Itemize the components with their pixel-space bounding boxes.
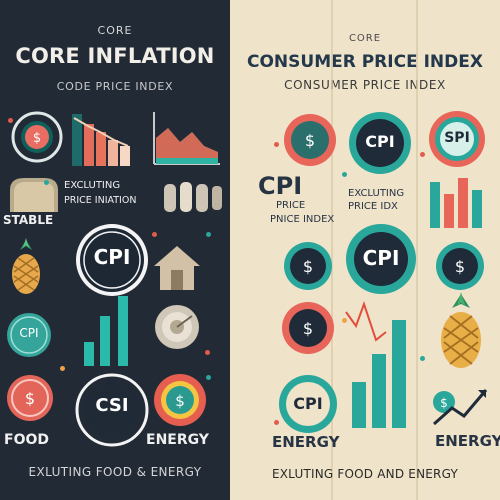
left-stable-label: STABLE	[3, 213, 54, 227]
column-divider	[331, 0, 333, 500]
right-cpi-top-badge	[349, 112, 411, 174]
right-trend-arrow-icon: $	[433, 389, 488, 426]
column-divider	[416, 0, 418, 500]
left-cpi-circle-2	[7, 313, 51, 357]
accent-dot	[152, 232, 157, 237]
right-bar-chart-icon	[430, 178, 482, 228]
right-excluding-line-2: PRICE IDX	[348, 201, 398, 212]
right-energy-left-label: ENERGY	[272, 433, 340, 451]
right-dollar-red-icon: $	[282, 302, 334, 354]
right-cpi-bottom-badge	[279, 375, 337, 433]
right-pineapple-icon	[441, 292, 481, 368]
svg-text:$: $	[33, 131, 41, 146]
svg-text:$: $	[455, 257, 465, 276]
bread-loaf-icon	[10, 178, 58, 212]
svg-text:$: $	[305, 131, 315, 150]
left-food-label: FOOD	[4, 432, 49, 448]
area-chart-icon	[153, 112, 220, 165]
accent-dot	[274, 142, 279, 147]
svg-text:$: $	[303, 319, 313, 338]
dollar-red-circle-icon: $	[7, 375, 53, 421]
accent-dot	[342, 172, 347, 177]
right-pnice-line-1: PRICE	[276, 200, 306, 211]
right-cpi-medium-badge	[346, 224, 416, 294]
accent-dot	[44, 180, 49, 185]
accent-dot	[420, 152, 425, 157]
left-excluding-line-2: PRICE INIATION	[64, 195, 137, 206]
declining-bars-icon	[72, 114, 130, 166]
right-footer: EXLUTING FOOD AND ENERGY	[271, 467, 459, 481]
right-kicker: CORE	[348, 33, 382, 44]
pineapple-icon	[12, 238, 40, 294]
dollar-medal-icon: $	[154, 374, 206, 426]
coin-stack-icon	[164, 182, 222, 212]
accent-dot	[206, 232, 211, 237]
house-icon	[154, 246, 200, 290]
right-excluding-line-1: EXCLUTING	[348, 188, 405, 199]
left-cpi-small-text: CPI	[19, 326, 39, 340]
spi-badge	[429, 111, 485, 167]
dollar-badge-icon: $	[11, 111, 63, 163]
svg-text:$: $	[175, 392, 185, 410]
svg-text:$: $	[303, 257, 313, 276]
accent-dot	[206, 375, 211, 380]
left-cpi-large-text: CPI	[93, 245, 131, 269]
left-energy-label: ENERGY	[146, 432, 209, 448]
left-csi-text: CSI	[95, 395, 129, 416]
right-dollar-teal-icon: $	[284, 242, 332, 290]
svg-text:$: $	[25, 389, 35, 408]
right-dollar-teal-icon-2: $	[436, 242, 484, 290]
right-cpi-top-text: CPI	[365, 132, 395, 151]
left-title: CORE INFLATION	[15, 44, 215, 68]
right-spi-text: SPI	[444, 130, 470, 146]
accent-dot	[8, 118, 13, 123]
accent-dot	[342, 318, 347, 323]
right-title: CONSUMER PRICE INDEX	[246, 52, 483, 72]
right-subtitle: CONSUMER PRICE INDEX	[284, 78, 446, 92]
csi-badge	[75, 373, 149, 447]
consumer-price-index-panel: CORE CONSUMER PRICE INDEX CONSUMER PRICE…	[230, 0, 500, 500]
core-inflation-panel: CORE CORE INFLATION CODE PRICE INDEX $	[0, 0, 230, 500]
left-footer: EXLUTING FOOD & ENERGY	[28, 465, 202, 479]
right-energy-right-label: ENERGY	[435, 432, 500, 450]
right-pnice-line-2: PNICE INDEX	[270, 214, 335, 225]
left-subtitle: CODE PRICE INDEX	[56, 80, 174, 93]
accent-dot	[205, 350, 210, 355]
target-dial-icon	[155, 305, 199, 349]
accent-dot	[274, 420, 279, 425]
right-cpi-medium-text: CPI	[362, 246, 400, 270]
right-cpi-large-text: CPI	[258, 172, 303, 200]
left-excluding-line-1: EXCLUTING	[64, 180, 121, 191]
left-kicker: CORE	[97, 24, 133, 37]
right-dollar-badge-icon: $	[284, 114, 336, 166]
right-cpi-bottom-text: CPI	[293, 394, 323, 413]
right-rising-chart-icon	[345, 300, 406, 428]
rising-bars-icon	[84, 296, 128, 366]
cpi-badge-large	[76, 224, 148, 296]
accent-dot	[60, 366, 65, 371]
svg-text:$: $	[440, 396, 448, 410]
accent-dot	[420, 356, 425, 361]
